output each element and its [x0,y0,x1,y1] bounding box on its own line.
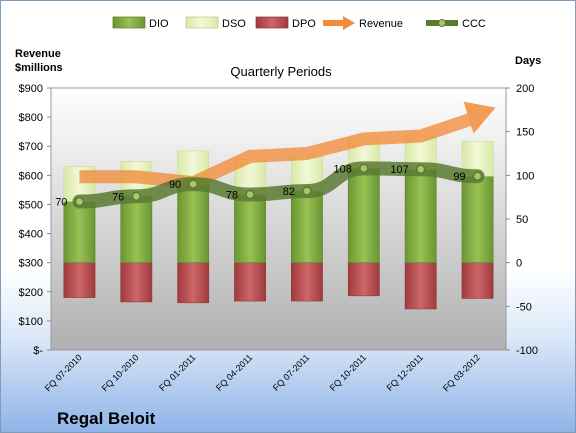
left-axis-ticks: $- $100 $200 $300 $400 $500 $600 $700 $800 $900 [19,83,51,357]
right-tick-label: 200 [516,83,534,95]
x-tick-label: FQ 03-2012 [441,352,482,393]
x-tick-label: FQ 12-2011 [385,352,426,393]
dio-bar [177,183,210,263]
legend: DIO DSO DPO Revenue CCC [112,16,486,30]
revenue-arrowhead [463,101,496,134]
dpo-bar [234,262,266,302]
legend-label-revenue: Revenue [359,18,403,30]
x-tick-label: FQ 04-2011 [214,352,255,393]
ccc-point [415,164,426,174]
dpo-bar [404,262,437,310]
left-tick-label: $300 [19,258,43,270]
dpo-bar [63,262,96,298]
left-tick-label: $600 [19,170,43,182]
dpo-bar [291,262,323,302]
left-axis-label-line2: $millions [15,62,63,74]
left-tick-label: $800 [19,112,43,124]
legend-label-dio: DIO [149,18,169,30]
legend-marker-ccc [438,19,446,27]
dio-bar [120,196,153,263]
ccc-point [131,191,142,202]
dio-bar [291,190,323,263]
legend-arrowhead-revenue [343,16,355,30]
ccc-series [72,161,485,209]
ccc-data-label: 82 [283,186,295,198]
ccc-point [74,196,85,207]
left-tick-label: $500 [19,199,43,211]
legend-swatch-dio [112,16,146,29]
ccc-data-label: 108 [333,163,351,175]
right-axis-label: Days [515,55,541,67]
right-tick-label: 150 [516,127,534,139]
ccc-point [472,171,483,181]
x-tick-label: FQ 01-2011 [157,352,198,393]
dio-bar [347,168,380,263]
ccc-data-label: 107 [390,164,408,176]
revenue-line [79,113,472,190]
left-tick-label: $- [33,345,43,357]
dpo-bar [177,262,210,304]
legend-label-dpo: DPO [292,18,316,30]
left-tick-label: $200 [19,287,43,299]
revenue-series [79,101,496,190]
right-tick-label: -50 [516,301,532,313]
left-tick-label: $700 [19,141,43,153]
ccc-data-label: 76 [112,191,124,203]
left-tick-label: $400 [19,229,43,241]
ccc-data-label: 78 [226,190,238,202]
dpo-bar [120,262,153,303]
right-tick-label: 100 [516,170,534,182]
dio-bar [63,201,96,263]
x-tick-label: FQ 10-2011 [328,352,369,393]
ccc-data-label: 90 [169,179,181,191]
ccc-data-label: 70 [55,197,67,209]
ccc-data-label: 99 [453,171,465,183]
dio-bar [404,168,437,263]
left-axis-label-line1: Revenue [15,48,61,60]
chart-title: Quarterly Periods [230,64,332,79]
legend-label-dso: DSO [222,18,246,30]
dio-bar [234,194,266,263]
ccc-point [245,189,255,200]
data-labels: 70 76 90 78 82 108 107 99 [55,163,465,208]
right-tick-label: -100 [516,345,538,357]
x-tick-label: FQ 10-2010 [100,352,141,393]
left-tick-label: $900 [19,83,43,95]
ccc-point [359,163,369,174]
right-tick-label: 0 [516,258,522,270]
legend-label-ccc: CCC [462,18,486,30]
x-tick-label: FQ 07-2010 [43,352,84,393]
ccc-line [72,161,485,209]
ccc-point [302,186,312,196]
dpo-bar [347,262,380,297]
dio-bar [461,175,494,263]
right-axis-ticks: -100 -50 0 50 100 150 200 [506,83,538,357]
x-tick-label: FQ 07-2011 [271,352,312,393]
ccc-point [188,179,198,189]
dpo-bar [461,262,494,299]
right-tick-label: 50 [516,214,528,226]
bar-stacks [63,135,494,310]
left-tick-label: $100 [19,316,43,328]
legend-swatch-dso [185,16,219,29]
company-name: Regal Beloit [57,409,156,428]
x-axis-ticks: FQ 07-2010 FQ 10-2010 FQ 01-2011 FQ 04-2011… [43,352,482,393]
legend-swatch-dpo [255,16,289,29]
